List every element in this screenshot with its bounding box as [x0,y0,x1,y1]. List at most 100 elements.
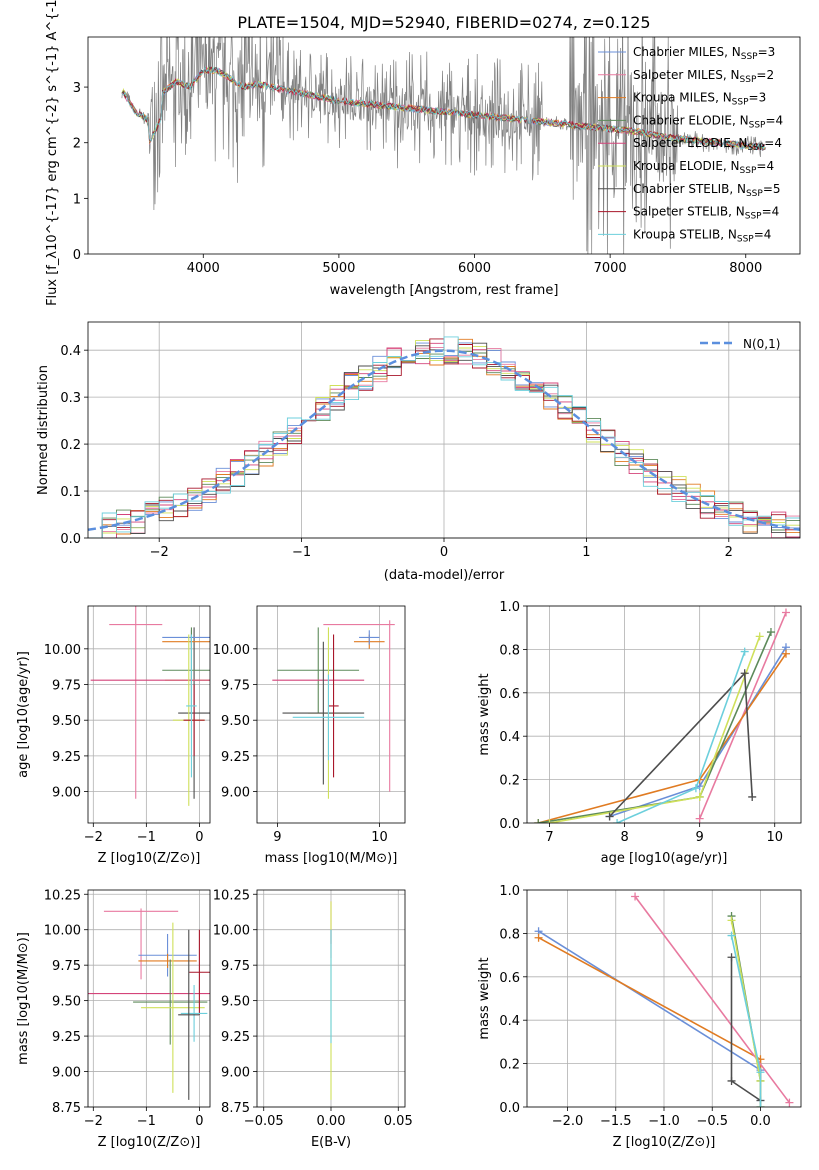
y-tick-label: 1.0 [499,600,520,615]
y-axis-label: age [log10(age/yr)] [16,651,31,778]
x-tick-label: −2 [150,545,169,560]
x-axis-label: age [log10(age/yr)] [601,851,728,866]
x-tick-label: −2.0 [552,1114,584,1129]
normal-curve [88,349,800,532]
y-tick-label: 9.00 [221,786,250,801]
plot-area [534,608,790,823]
x-tick-label: 8000 [729,261,762,276]
y-tick-label: 0.4 [499,730,520,745]
y-tick-label: 9.50 [221,714,250,729]
weight-marker [631,892,640,901]
y-tick-label: 0.2 [499,1058,520,1073]
weight-marker [534,819,543,823]
y-tick-label: 8.75 [221,1101,250,1116]
weight-marker [740,669,749,678]
axes-frame [87,889,211,1108]
y-tick-label: 9.25 [52,1030,81,1045]
x-tick-label: 0.0 [750,1114,771,1129]
y-tick-label: 9.50 [52,714,81,729]
y-tick-label: 9.50 [221,995,250,1010]
panel-weight-vs-Z: −2.0 −1.5 −1.0 −0.5 0.0 0.0 0.2 0.4 0.6 0.8 1.0 Z [… [477,884,802,1150]
y-tick-label: 0.0 [499,1101,520,1116]
y-tick-label: 10.25 [213,888,250,903]
axes-frame [87,36,801,255]
x-tick-label: 7 [545,830,553,845]
weight-marker [727,931,736,940]
weight-line [730,920,762,1107]
panel-mass-vs-Z: −2 −1 0 8.75 9.00 9.25 9.50 9.75 10.00 10.25 Z [lo… [16,888,211,1150]
x-tick-label: 1 [582,545,590,560]
x-tick-label: −1.0 [648,1114,680,1129]
weight-marker [691,784,700,793]
weight-marker [740,647,749,656]
y-tick-label: 0.3 [60,391,81,406]
y-tick-label: 9.00 [52,1066,81,1081]
x-tick-label: 9 [696,830,704,845]
legend-label: Chabrier MILES, NSSP=3 [633,45,775,62]
x-tick-label: 2 [725,545,733,560]
x-tick-label: 0 [440,545,448,560]
x-tick-label: −1 [292,545,311,560]
y-tick-label: 0.0 [60,532,81,547]
y-tick-label: 9.25 [221,1030,250,1045]
y-axis-label: Flux [f_λ10^{-17} erg cm^{-2} s^{-1} A^{… [45,0,60,306]
x-tick-label: −0.5 [696,1114,728,1129]
x-tick-label: 0.00 [317,1114,346,1129]
x-axis-label: mass [log10(M/M⊙)] [265,851,398,866]
y-tick-label: 1.0 [499,884,520,899]
legend-label: Chabrier ELODIE, NSSP=4 [633,113,783,130]
panel-age-vs-Z: −2 −1 0 9.00 9.25 9.50 9.75 10.00 Z [log10(Z/Z⊙)… [16,605,211,866]
axes-frame [526,889,802,1108]
x-axis-label: (data-model)/error [384,568,505,583]
plot-area [90,606,210,806]
y-tick-label: 10.00 [213,643,250,658]
y-tick-label: 0.4 [499,1014,520,1029]
y-tick-label: 10.25 [44,888,81,903]
y-tick-label: 0.6 [499,971,520,986]
weight-marker [748,792,757,801]
chart-title: PLATE=1504, MJD=52940, FIBERID=0274, z=0… [237,13,650,32]
model-spectrum [121,66,766,151]
weight-marker [727,953,736,962]
weight-marker [781,608,790,617]
x-tick-label: 8 [620,830,628,845]
legend-label: Salpeter MILES, NSSP=2 [633,68,774,85]
legend-label: Kroupa STELIB, NSSP=4 [633,227,771,244]
y-tick-label: 0.6 [499,687,520,702]
plot-area [534,892,794,1107]
panel-age-vs-mass: 9 10 9.00 9.25 9.50 9.75 10.00 mass [log10(M/M⊙… [213,605,406,866]
x-axis-label: Z [log10(Z/Z⊙)] [613,1135,716,1150]
y-tick-label: 9.75 [52,959,81,974]
legend-label: Chabrier STELIB, NSSP=5 [633,182,781,199]
weight-marker [727,1076,736,1085]
weight-marker [695,792,704,801]
y-tick-label: 0.4 [60,344,81,359]
y-tick-label: 0.8 [499,643,520,658]
y-axis-label: mass [log10(M/M⊙)] [16,932,31,1065]
y-tick-label: 10.00 [213,924,250,939]
y-tick-label: 0 [73,248,81,263]
x-tick-label: 9 [273,830,281,845]
x-tick-label: 0.05 [384,1114,413,1129]
x-tick-label: −1.5 [600,1114,632,1129]
axes-frame [256,605,406,824]
y-tick-label: 9.00 [52,786,81,801]
y-tick-label: 9.75 [221,679,250,694]
y-tick-label: 9.25 [52,750,81,765]
y-tick-label: 10.00 [44,643,81,658]
x-tick-label: 0 [195,830,203,845]
weight-marker [755,632,764,641]
x-tick-label: −0.05 [244,1114,284,1129]
legend-label: Salpeter ELODIE, NSSP=4 [633,136,782,153]
legend-label: Kroupa MILES, NSSP=3 [633,91,766,108]
x-axis-label: wavelength [Angstrom, rest frame] [330,283,559,298]
x-tick-label: 6000 [458,261,491,276]
weight-line [730,957,761,1102]
observed-spectrum [121,37,767,254]
weight-marker [695,814,704,823]
weight-marker [781,649,790,658]
y-tick-label: 9.75 [221,959,250,974]
axes-frame [256,889,406,1108]
x-axis-label: Z [log10(Z/Z⊙)] [98,851,201,866]
